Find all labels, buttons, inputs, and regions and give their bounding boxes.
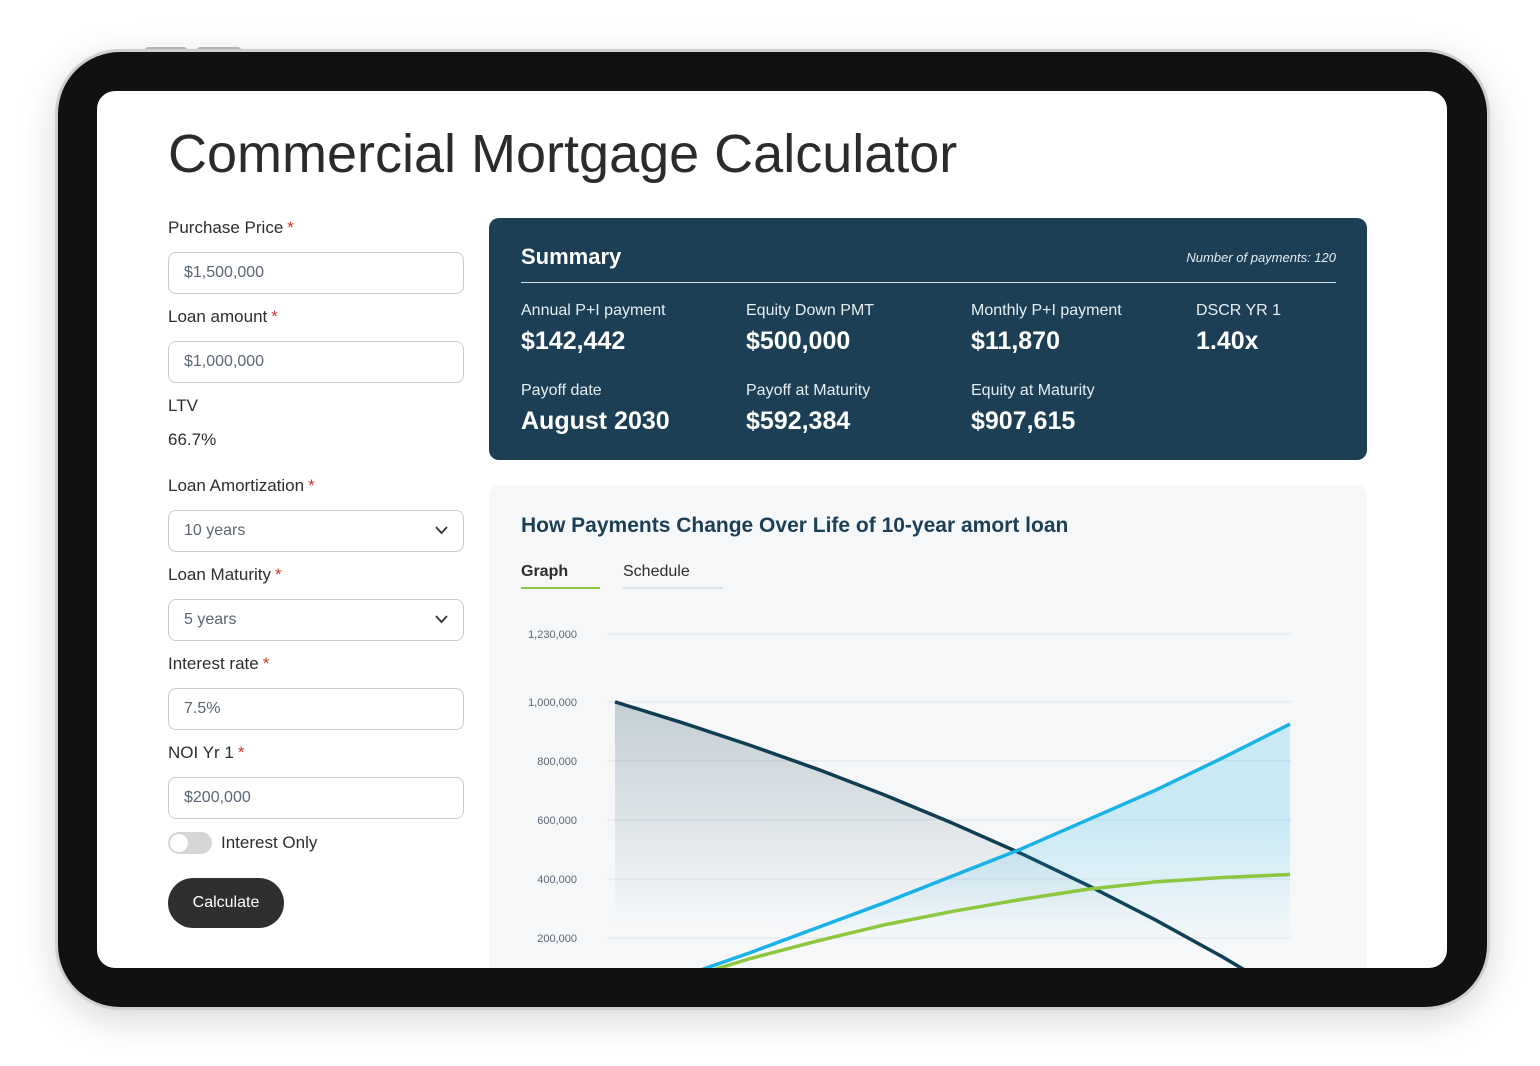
required-mark: * <box>271 307 278 326</box>
field-label: Interest rate * <box>168 654 269 674</box>
summary-label: Annual P+I payment <box>521 302 666 319</box>
input-value: $1,000,000 <box>184 353 265 370</box>
field-label: NOI Yr 1 * <box>168 743 244 763</box>
field-label: Purchase Price * <box>168 218 294 238</box>
tab[interactable]: Schedule <box>623 563 690 580</box>
y-tick-label: 600,000 <box>537 815 577 827</box>
summary-title: Summary <box>521 244 622 269</box>
field-label: Loan amount * <box>168 307 278 327</box>
text-input[interactable]: $200,000 <box>168 777 464 819</box>
volume-button <box>145 47 187 53</box>
required-mark: * <box>262 654 270 673</box>
y-tick-label: 400,000 <box>537 874 577 886</box>
field-label: Loan Amortization * <box>168 476 315 496</box>
chart-card: How Payments Change Over Life of 10-year… <box>489 485 1367 968</box>
summary-value: 1.40x <box>1196 327 1259 355</box>
input-value: 5 years <box>184 611 237 628</box>
toggle[interactable] <box>168 832 212 854</box>
field-label: Loan Maturity * <box>168 565 282 585</box>
required-mark: * <box>287 218 294 237</box>
summary-value: $142,442 <box>521 327 626 355</box>
summary-value: $592,384 <box>746 407 851 435</box>
line <box>713 872 1291 968</box>
input-value: $1,500,000 <box>184 264 265 281</box>
line <box>701 722 1291 968</box>
area <box>706 724 1290 968</box>
summary-value: $11,870 <box>971 327 1060 355</box>
required-mark: * <box>237 743 245 762</box>
y-tick-label: 1,230,000 <box>528 629 577 641</box>
label-text: Loan Maturity <box>168 565 271 584</box>
label-text: Interest rate <box>168 654 259 673</box>
y-tick-label: 800,000 <box>537 756 577 768</box>
text-input[interactable]: 7.5% <box>168 688 464 730</box>
y-tick-label: 1,000,000 <box>528 697 577 709</box>
input-value: 7.5% <box>184 700 221 717</box>
summary-value: $907,615 <box>971 407 1076 435</box>
input-value: $200,000 <box>184 789 251 806</box>
label-text: Loan amount <box>168 307 268 326</box>
toggle-knob <box>170 834 188 852</box>
text-input[interactable]: $1,500,000 <box>168 252 464 294</box>
chart: How Payments Change Over Life of 10-year… <box>521 514 1291 968</box>
label-text: LTV <box>168 396 198 415</box>
screen: Commercial Mortgage Calculator Interest … <box>97 91 1447 968</box>
field-label: LTV <box>168 396 198 416</box>
label-text: NOI Yr 1 <box>168 743 234 762</box>
text-input[interactable]: $1,000,000 <box>168 341 464 383</box>
chevron <box>435 526 448 535</box>
required-mark: * <box>308 476 315 495</box>
select[interactable]: 10 years <box>168 510 464 552</box>
field-value: 66.7% <box>168 430 217 449</box>
required-mark: * <box>275 565 282 584</box>
select[interactable]: 5 years <box>168 599 464 641</box>
summary-panel: Summary Number of payments: 120 Annual P… <box>489 218 1367 460</box>
summary-label: Monthly P+I payment <box>971 302 1122 319</box>
tab[interactable]: Graph <box>521 563 568 580</box>
label-text: Loan Amortization <box>168 476 305 495</box>
chevron <box>435 615 448 624</box>
volume-button <box>197 47 241 53</box>
chart-title: How Payments Change Over Life of 10-year… <box>521 514 1068 537</box>
summary-label: Payoff date <box>521 382 602 399</box>
input-value: 10 years <box>184 522 246 539</box>
summary-note: Number of payments: 120 <box>1186 250 1336 265</box>
summary-label: Payoff at Maturity <box>746 382 871 399</box>
y-tick-label: 200,000 <box>537 933 577 945</box>
summary-value: $500,000 <box>746 327 851 355</box>
divider <box>521 282 1336 283</box>
summary-label: Equity at Maturity <box>971 382 1095 399</box>
summary-value: August 2030 <box>521 407 670 435</box>
toggle-label: Interest Only <box>221 833 318 852</box>
summary-label: Equity Down PMT <box>746 302 875 319</box>
label-text: Purchase Price <box>168 218 284 237</box>
page-title: Commercial Mortgage Calculator <box>168 124 958 184</box>
summary-label: DSCR YR 1 <box>1196 302 1282 319</box>
calculate-button[interactable]: Calculate <box>168 878 284 928</box>
